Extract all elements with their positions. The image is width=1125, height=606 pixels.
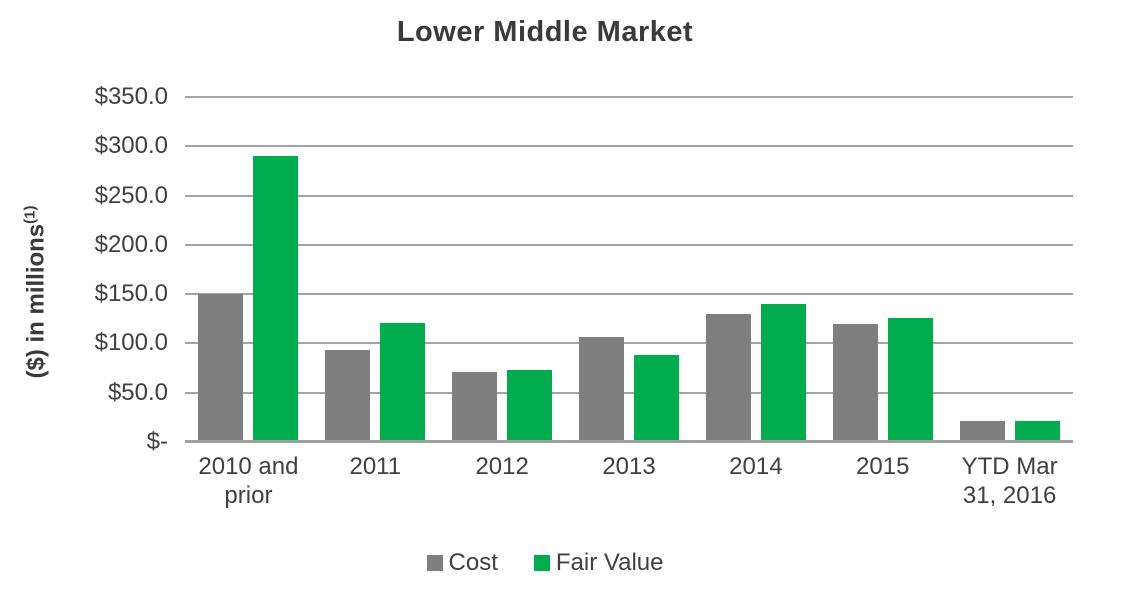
y-tick-label: $100.0 <box>94 329 168 357</box>
legend-swatch-icon <box>426 555 443 571</box>
cost-bar <box>325 350 371 442</box>
bar-groups <box>185 97 1073 442</box>
legend: Cost Fair Value <box>0 549 1090 577</box>
y-tick-label: $300.0 <box>94 132 168 160</box>
legend-item-fair-value: Fair Value <box>533 549 664 577</box>
legend-item-cost: Cost <box>426 549 498 577</box>
x-axis-line <box>185 440 1073 443</box>
y-axis-tick-labels: $- $50.0 $100.0 $150.0 $200.0 $250.0 $300.0 $35… <box>0 83 168 455</box>
gridline <box>185 145 1073 148</box>
chart-title: Lower Middle Market <box>396 16 694 48</box>
y-tick-label: $150.0 <box>94 280 168 308</box>
gridline <box>185 342 1073 345</box>
fair-value-bar <box>380 322 426 442</box>
fair-value-bar <box>1014 421 1060 442</box>
cost-bar <box>452 372 498 442</box>
y-tick-label: $200.0 <box>94 230 168 258</box>
bar-group <box>692 97 819 442</box>
y-tick-label: $350.0 <box>94 83 168 110</box>
gridline <box>185 391 1073 394</box>
legend-label: Cost <box>448 549 498 576</box>
x-axis-label: 2014 <box>729 453 783 480</box>
y-tick-label: $50.0 <box>107 378 168 406</box>
gridline <box>185 96 1073 98</box>
legend-swatch-icon <box>533 555 550 571</box>
x-axis-label: 2013 <box>602 453 656 480</box>
legend-label: Fair Value <box>555 549 664 576</box>
x-axis-label: 2011 <box>349 453 402 480</box>
gridline <box>185 194 1073 197</box>
bar-group <box>185 97 312 442</box>
plot-area <box>185 96 1073 443</box>
bar-group <box>566 97 693 442</box>
cost-bar <box>959 421 1005 442</box>
x-axis-label: YTD Mar 31, 2016 <box>961 453 1058 510</box>
fair-value-bar <box>760 304 806 442</box>
x-axis-label: 2015 <box>856 453 910 480</box>
cost-bar <box>832 323 878 442</box>
cost-bar <box>579 336 624 442</box>
fair-value-bar <box>887 317 933 442</box>
fair-value-bar <box>253 156 299 442</box>
cost-bar <box>705 313 751 442</box>
bar-group <box>946 97 1073 442</box>
x-axis-label: 2012 <box>475 453 529 480</box>
y-tick-label: $- <box>146 428 168 455</box>
y-tick-label: $250.0 <box>94 181 168 209</box>
fair-value-bar <box>507 370 553 442</box>
gridline <box>185 293 1073 296</box>
gridline <box>185 243 1073 246</box>
x-axis-labels: 2010 and prior 2011 2012 2013 2014 2015 YTD Ma… <box>185 452 1073 511</box>
cost-bar <box>198 294 244 442</box>
bar-group <box>439 97 566 442</box>
bar-group <box>819 97 946 442</box>
fair-value-bar <box>634 355 679 442</box>
bar-group <box>312 97 439 442</box>
x-axis-label: 2010 and prior <box>198 453 299 510</box>
